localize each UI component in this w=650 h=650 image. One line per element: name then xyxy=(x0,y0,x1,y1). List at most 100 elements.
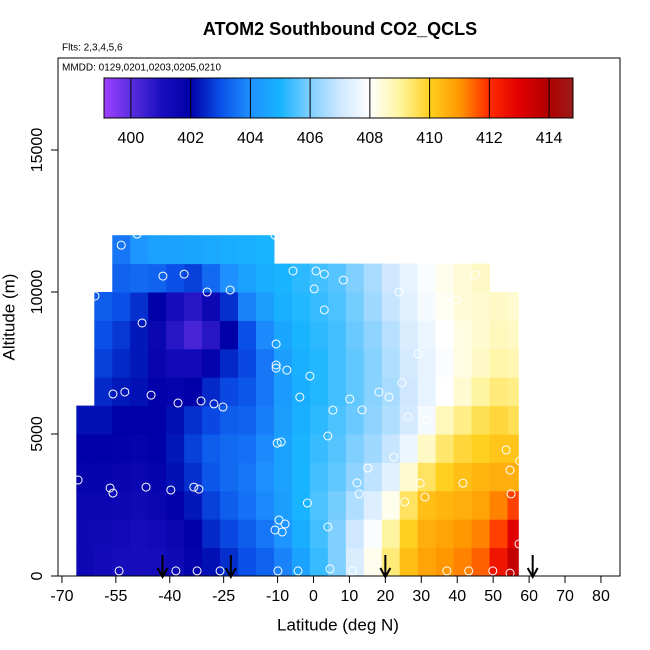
heat-cell xyxy=(507,462,519,492)
x-tick-label: 30 xyxy=(412,588,430,605)
obs-point xyxy=(389,452,399,462)
heat-cell xyxy=(453,348,473,378)
heat-cell xyxy=(489,320,509,350)
heat-cell xyxy=(130,547,149,577)
heat-cell xyxy=(130,292,149,321)
heat-cell xyxy=(148,377,167,407)
heat-cell xyxy=(417,490,437,520)
heat-cell xyxy=(220,490,239,520)
heat-cell xyxy=(76,405,95,435)
heat-cell xyxy=(345,519,365,549)
obs-point xyxy=(374,387,384,397)
heat-cell xyxy=(130,377,149,407)
heat-cell xyxy=(255,377,275,407)
obs-point xyxy=(270,230,280,240)
heat-cell xyxy=(453,263,473,293)
obs-point xyxy=(173,398,183,408)
heat-cell xyxy=(453,547,473,577)
heat-cell xyxy=(166,377,185,407)
heat-cell xyxy=(184,348,203,378)
heat-cell xyxy=(417,462,437,492)
x-tick-label: 10 xyxy=(341,588,359,605)
heat-cell xyxy=(291,434,311,463)
colorbar-tick-label: 400 xyxy=(118,130,145,147)
x-tick-label: -10 xyxy=(266,588,289,605)
obs-point xyxy=(309,284,319,294)
heat-cell xyxy=(435,462,455,492)
obs-point xyxy=(282,365,292,375)
heat-cell xyxy=(489,462,509,492)
obs-point xyxy=(311,266,321,276)
heat-cell xyxy=(255,320,275,350)
obs-point xyxy=(196,396,206,406)
arrow xyxy=(526,555,539,580)
heat-cell xyxy=(202,547,221,577)
heat-cell xyxy=(184,434,203,463)
heat-cell xyxy=(417,292,437,321)
heat-cell xyxy=(148,434,167,463)
obs-point xyxy=(488,566,498,576)
obs-point xyxy=(158,271,168,281)
heat-cell xyxy=(166,348,185,378)
heat-cell xyxy=(148,320,167,350)
heat-cell xyxy=(220,519,239,549)
obs-point xyxy=(429,276,439,286)
heat-cell xyxy=(327,292,347,321)
heat-cell xyxy=(255,292,275,321)
heat-cell xyxy=(184,377,203,407)
obs-point xyxy=(319,269,329,279)
obs-point xyxy=(325,564,335,574)
heat-cell xyxy=(130,462,149,492)
heat-cell xyxy=(94,292,113,321)
heat-cell xyxy=(453,320,473,350)
heat-cell xyxy=(291,292,311,321)
obs-point xyxy=(442,566,452,576)
heat-cell xyxy=(148,348,167,378)
heat-cell xyxy=(381,320,401,350)
heat-cell xyxy=(435,434,455,463)
heat-cell xyxy=(345,377,365,407)
obs-point xyxy=(141,482,151,492)
heat-cell xyxy=(238,434,257,463)
x-tick-label: -25 xyxy=(212,588,235,605)
heat-cell xyxy=(130,235,149,265)
heat-cell xyxy=(363,405,383,435)
obs-point xyxy=(105,483,115,493)
heat-cell xyxy=(273,462,293,492)
obs-point xyxy=(114,566,124,576)
obs-point xyxy=(272,438,282,448)
x-tick-label: 70 xyxy=(556,588,574,605)
heat-cell xyxy=(238,377,257,407)
obs-point xyxy=(137,318,147,328)
annotation: Flts: 2,3,4,5,6 xyxy=(62,43,123,54)
heat-cell xyxy=(238,263,257,293)
obs-point xyxy=(397,378,407,388)
heat-cell xyxy=(130,263,149,293)
heat-cell xyxy=(417,519,437,549)
y-axis-title: Altitude (m) xyxy=(0,274,18,361)
heat-cell xyxy=(489,434,509,463)
heat-cell xyxy=(417,263,437,293)
heat-cell xyxy=(363,434,383,463)
heat-cell xyxy=(327,405,347,435)
heat-cell xyxy=(363,292,383,321)
obs-point xyxy=(116,240,126,250)
heat-cell xyxy=(148,547,167,577)
arrow-head xyxy=(224,567,237,580)
heat-cell xyxy=(471,519,491,549)
x-tick-label: 0 xyxy=(309,588,318,605)
heat-cell xyxy=(291,320,311,350)
obs-point xyxy=(415,478,425,488)
obs-point xyxy=(146,390,156,400)
heat-cell xyxy=(273,547,293,577)
obs-point xyxy=(215,566,225,576)
heat-cell xyxy=(94,547,113,577)
heat-cell xyxy=(184,320,203,350)
heat-cell xyxy=(130,490,149,520)
obs-point xyxy=(328,405,338,415)
heat-cell xyxy=(381,490,401,520)
heat-cell xyxy=(202,434,221,463)
heat-cell xyxy=(291,405,311,435)
heat-cell xyxy=(255,462,275,492)
heat-cell xyxy=(327,490,347,520)
